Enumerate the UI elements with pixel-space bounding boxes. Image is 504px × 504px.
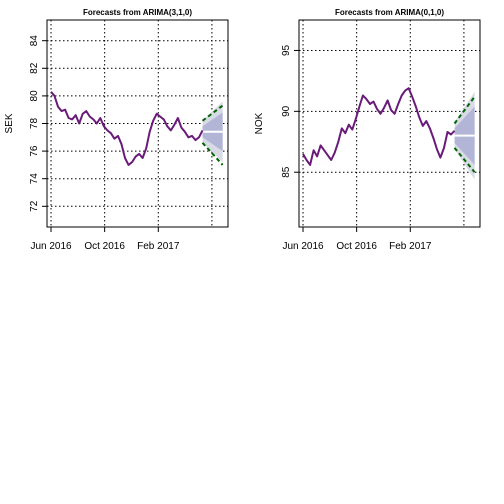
y-tick-label: 90 xyxy=(281,105,292,117)
y-axis-label: SEK xyxy=(4,113,15,133)
x-tick-label: Oct 2016 xyxy=(336,241,377,252)
y-tick-label: 72 xyxy=(29,200,40,212)
series-line xyxy=(302,87,456,166)
y-tick-label: 84 xyxy=(29,35,40,47)
series-line xyxy=(50,91,204,166)
x-tick-label: Oct 2016 xyxy=(84,241,125,252)
y-tick-label: 74 xyxy=(29,173,40,185)
y-tick-label: 78 xyxy=(29,118,40,130)
plot-frame xyxy=(298,19,481,228)
y-tick-label: 80 xyxy=(29,90,40,102)
grid xyxy=(299,20,480,227)
x-tick-label: Jun 2016 xyxy=(30,241,72,252)
panel-nok: Forecasts from ARIMA(0,1,0) NOK 85 90 95 Jun … xyxy=(254,8,481,252)
y-tick-label: 85 xyxy=(281,166,292,178)
chart-title: Forecasts from ARIMA(3,1,0) xyxy=(83,8,192,17)
y-tick-label: 76 xyxy=(29,145,40,157)
plot-frame xyxy=(46,19,229,228)
y-tick-label: 82 xyxy=(29,62,40,74)
x-tick-label: Feb 2017 xyxy=(389,241,432,252)
forecast-dashed-lower xyxy=(453,147,476,173)
x-tick-label: Jun 2016 xyxy=(282,241,324,252)
y-axis-label: NOK xyxy=(254,112,265,134)
x-tick-label: Feb 2017 xyxy=(137,241,180,252)
forecast-dashed-lower xyxy=(201,142,224,166)
grid xyxy=(47,20,228,227)
panel-sek: Forecasts from ARIMA(3,1,0) SEK 72 74 76 78 80… xyxy=(4,8,229,252)
chart-title: Forecasts from ARIMA(0,1,0) xyxy=(335,8,444,17)
y-tick-label: 95 xyxy=(281,44,292,56)
forecast-dashed-upper xyxy=(453,96,476,125)
